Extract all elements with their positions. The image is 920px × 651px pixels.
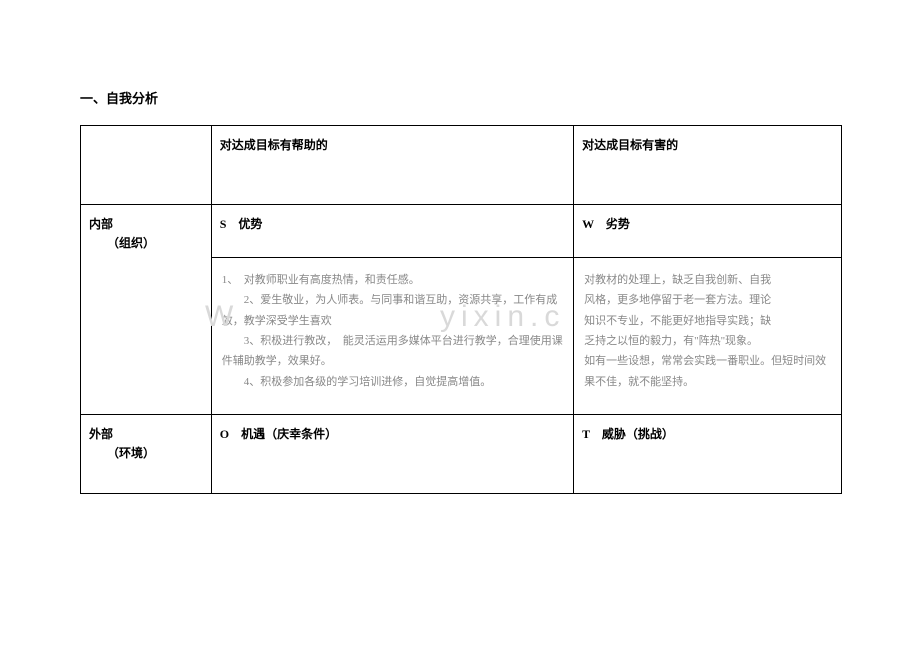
internal-label-2: （组织）: [89, 236, 155, 250]
section-title: 一、自我分析: [80, 88, 840, 107]
opportunities-label-cell: O 机遇（庆幸条件）: [211, 415, 573, 494]
internal-label-row: 内部 （组织） S 优势 W 劣势: [81, 205, 842, 258]
weaknesses-label-cell: W 劣势: [574, 205, 842, 258]
external-label-2: （环境）: [89, 446, 155, 460]
header-helpful-cell: 对达成目标有帮助的: [211, 126, 573, 205]
strengths-content-cell: 1、 对教师职业有高度热情，和责任感。 2、爱生敬业，为人师表。与同事和谐互助，…: [211, 258, 573, 415]
threats-label-cell: T 威胁（挑战）: [574, 415, 842, 494]
table-header-row: 对达成目标有帮助的 对达成目标有害的: [81, 126, 842, 205]
swot-table: 对达成目标有帮助的 对达成目标有害的 内部 （组织） S 优势 W 劣势 1、 …: [80, 125, 842, 494]
header-harmful-cell: 对达成目标有害的: [574, 126, 842, 205]
internal-label-1: 内部: [89, 217, 113, 231]
strengths-label-cell: S 优势: [211, 205, 573, 258]
weaknesses-content-cell: 对教材的处理上，缺乏自我创新、自我 风格，更多地停留于老一套方法。理论 知识不专…: [574, 258, 842, 415]
header-blank-cell: [81, 126, 212, 205]
external-label-1: 外部: [89, 427, 113, 441]
external-rowlabel-cell: 外部 （环境）: [81, 415, 212, 494]
external-label-row: 外部 （环境） O 机遇（庆幸条件） T 威胁（挑战）: [81, 415, 842, 494]
internal-rowlabel-cell: 内部 （组织）: [81, 205, 212, 415]
